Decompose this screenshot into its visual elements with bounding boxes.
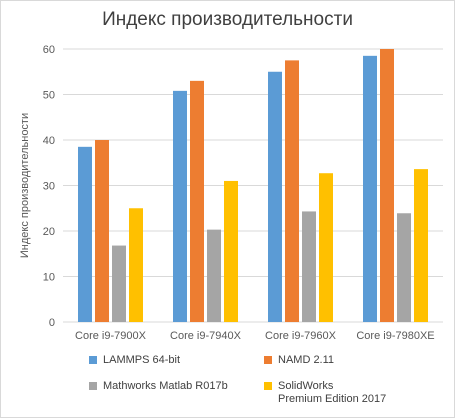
bar — [224, 180, 238, 322]
bar — [363, 55, 377, 322]
bar — [397, 213, 411, 322]
bar — [207, 229, 221, 322]
x-tick-label: Core i9-7960X — [265, 330, 337, 342]
x-tick-label: Core i9-7940X — [170, 330, 242, 342]
y-tick-label: 20 — [43, 226, 55, 238]
x-tick-label: Core i9-7900X — [75, 330, 147, 342]
bar — [112, 245, 126, 322]
y-tick-label: 30 — [43, 181, 55, 193]
y-axis-label: Индекс производительности — [19, 113, 31, 258]
bar — [78, 146, 92, 322]
bar — [190, 80, 204, 322]
bar — [95, 140, 109, 322]
bar — [380, 49, 394, 322]
y-tick-label: 60 — [43, 44, 55, 56]
y-tick-label: 40 — [43, 135, 55, 147]
y-tick-label: 50 — [43, 90, 55, 102]
bar — [319, 173, 333, 322]
bar — [302, 211, 316, 322]
bar — [268, 71, 282, 322]
x-tick-label: Core i9-7980XE — [356, 330, 434, 342]
bar — [414, 169, 428, 322]
bar — [129, 208, 143, 322]
chart-title: Индекс производительности — [102, 9, 353, 30]
bar — [173, 90, 187, 322]
y-tick-label: 0 — [49, 317, 55, 329]
y-tick-label: 10 — [43, 272, 55, 284]
bar — [285, 60, 299, 322]
